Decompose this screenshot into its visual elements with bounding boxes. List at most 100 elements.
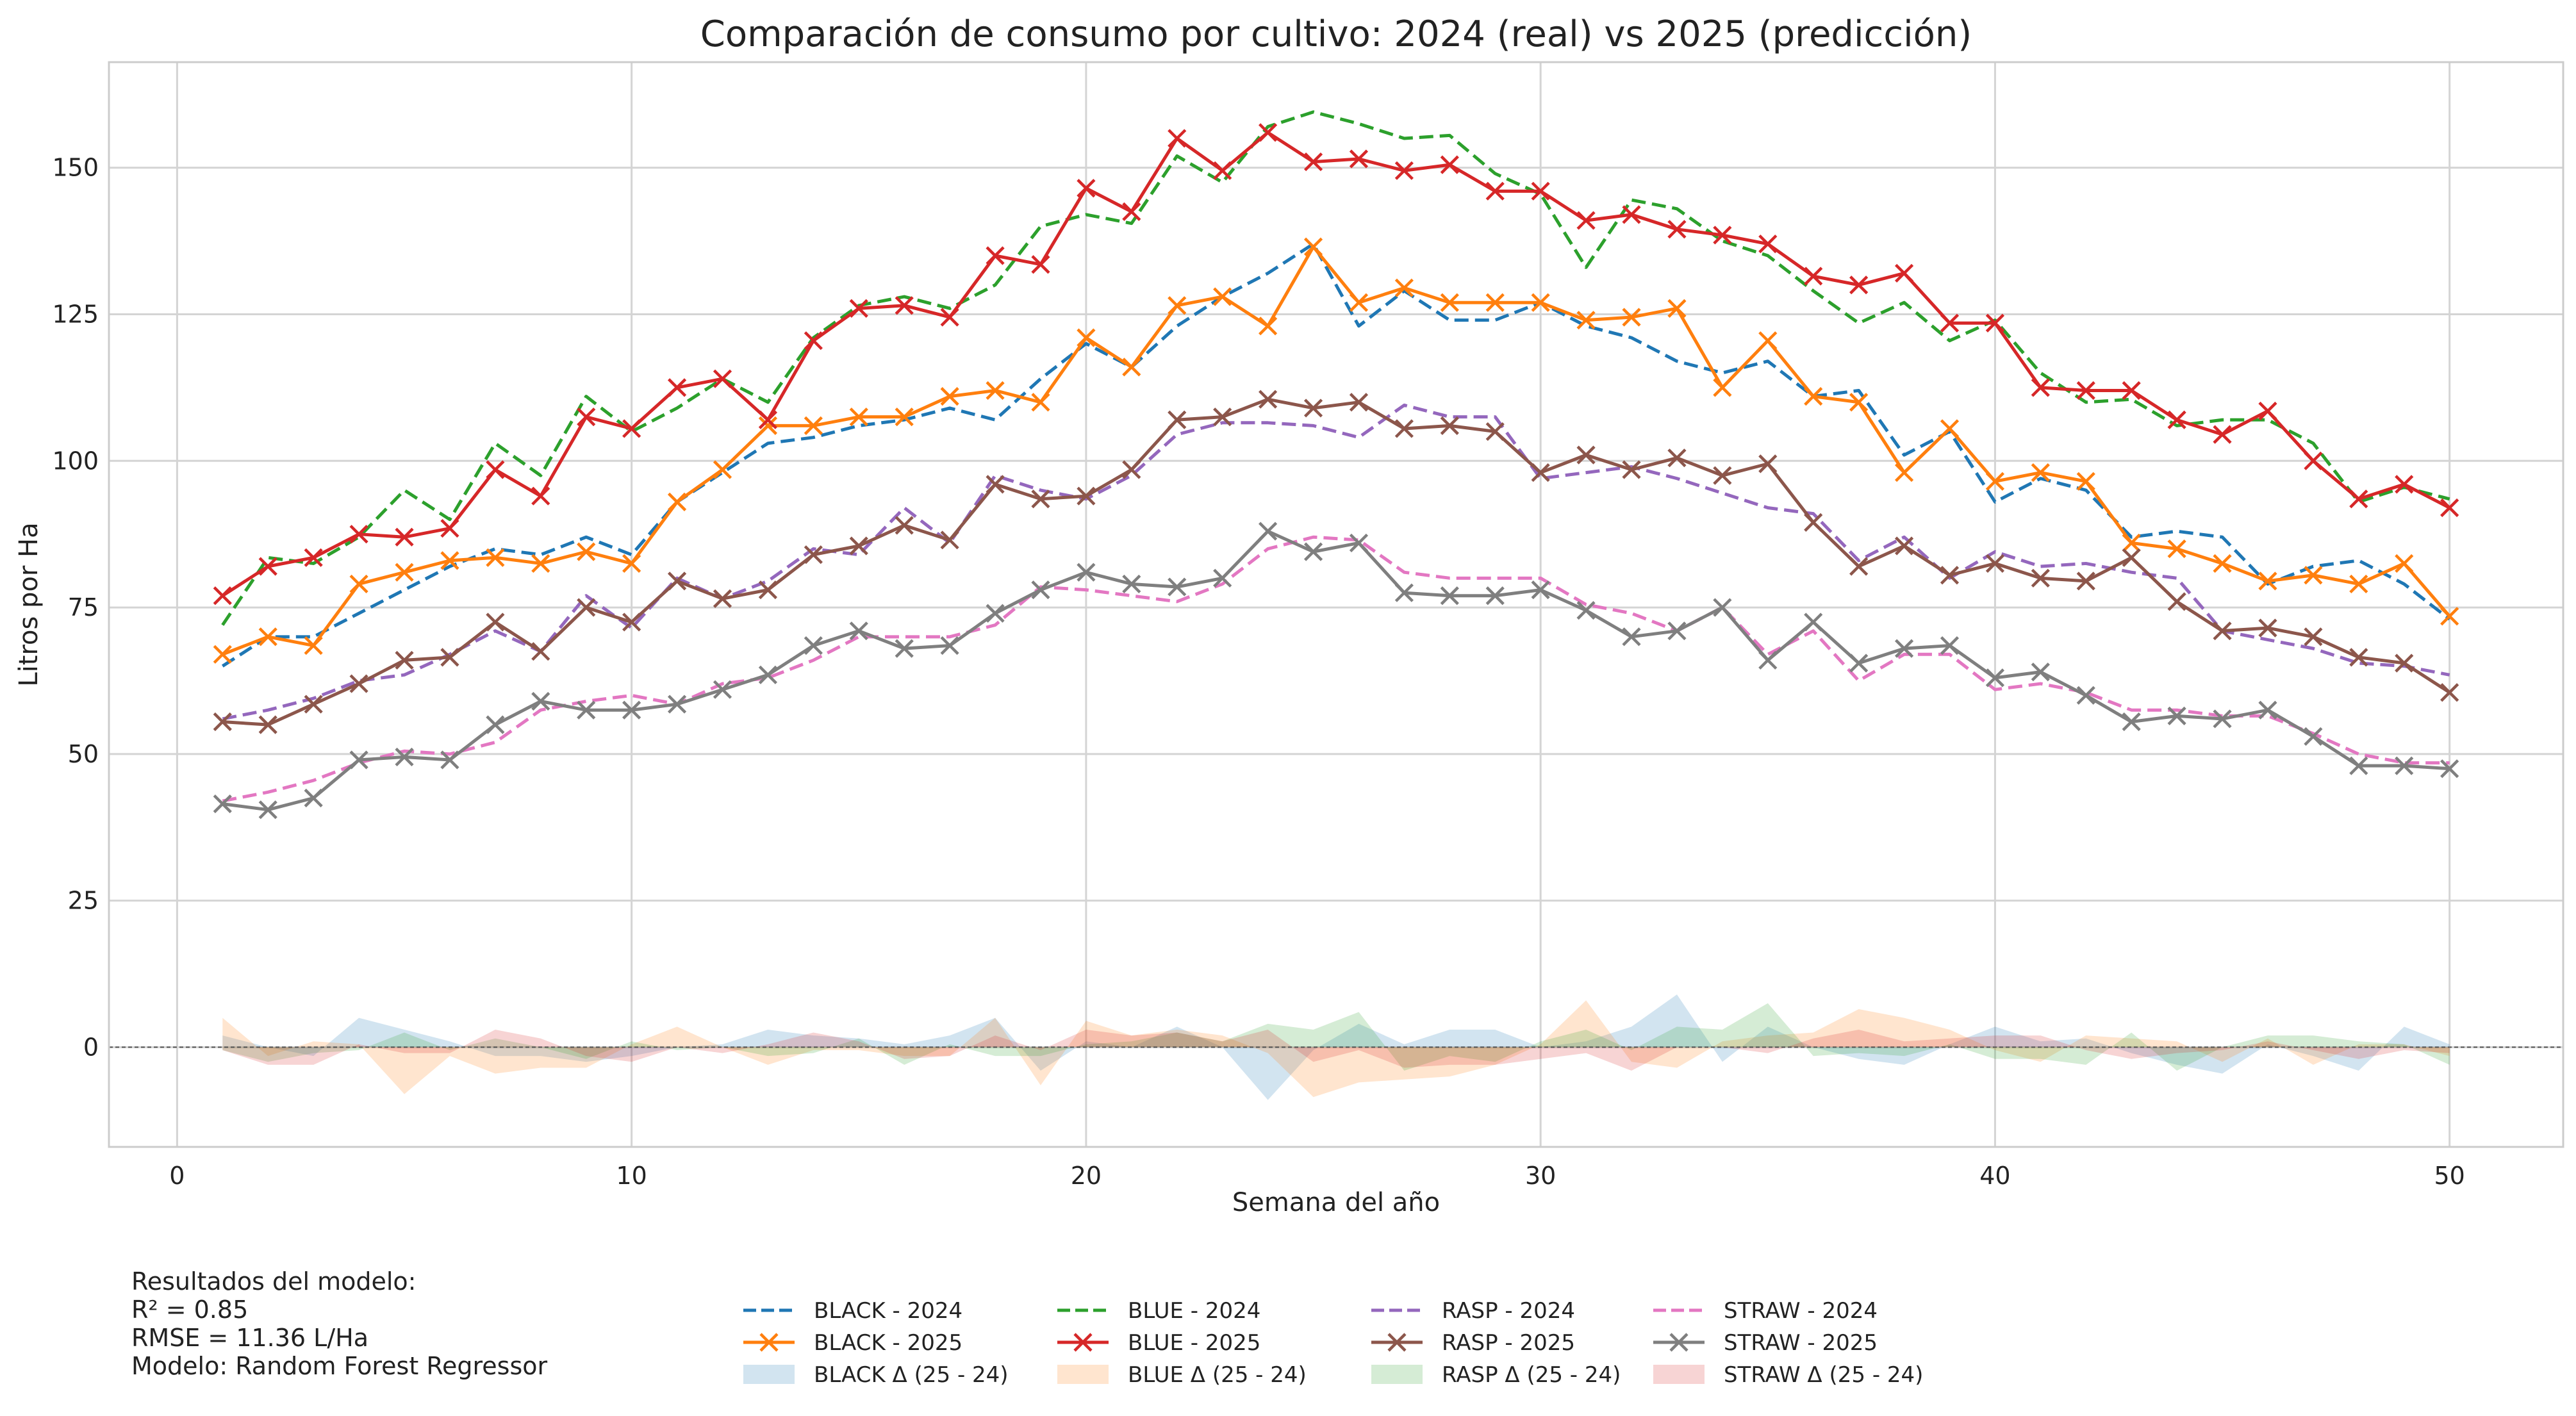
data-point-marker: [1394, 278, 1414, 297]
data-point-marker: [1667, 299, 1687, 318]
chart-title: Comparación de consumo por cultivo: 2024…: [700, 13, 1972, 55]
data-point-marker: [2304, 451, 2323, 470]
data-point-marker: [577, 542, 596, 561]
data-point-marker: [1894, 639, 1914, 658]
data-point-marker: [1485, 422, 1505, 441]
data-point-marker: [2349, 756, 2368, 775]
data-point-marker: [577, 408, 596, 427]
legend-label: BLUE - 2025: [1128, 1330, 1260, 1356]
data-point-marker: [1168, 296, 1187, 315]
model-results-model: Modelo: Random Forest Regressor: [131, 1352, 548, 1380]
data-point-marker: [1576, 211, 1596, 230]
data-point-marker: [2440, 607, 2459, 626]
legend-label: BLUE - 2024: [1128, 1298, 1260, 1324]
data-point-marker: [1485, 293, 1505, 312]
data-point-marker: [713, 369, 732, 388]
data-point-marker: [2167, 410, 2186, 429]
data-point-marker: [304, 548, 323, 567]
data-point-marker: [486, 715, 505, 734]
data-point-marker: [940, 531, 959, 550]
series-line-black-2025: [222, 245, 2451, 656]
legend-swatch: [743, 1365, 795, 1384]
data-point-marker: [2258, 618, 2277, 638]
data-point-marker: [1804, 267, 1823, 286]
legend-label: STRAW - 2025: [1724, 1330, 1878, 1356]
data-point-marker: [849, 622, 868, 641]
data-point-marker: [2258, 572, 2277, 591]
y-tick-label: 50: [68, 740, 99, 768]
data-point-marker: [1622, 460, 1641, 479]
x-tick-label: 20: [1071, 1162, 1102, 1190]
data-point-marker: [1077, 179, 1096, 198]
data-point-marker: [622, 700, 641, 720]
data-point-marker: [1713, 598, 1732, 617]
legend: BLACK - 2024 BLACK - 2025 BLACK Δ (25 - 24…: [743, 1298, 1923, 1388]
legend-label: RASP - 2025: [1442, 1330, 1575, 1356]
data-point-marker: [1259, 522, 1278, 541]
data-point-marker: [1122, 574, 1141, 594]
data-point-marker: [1940, 636, 1960, 655]
data-point-marker: [1667, 622, 1687, 641]
data-point-marker: [1168, 129, 1187, 148]
data-point-marker: [2395, 756, 2414, 775]
legend-label: BLUE Δ (25 - 24): [1128, 1362, 1307, 1388]
data-point-marker: [1440, 586, 1459, 605]
legend-item-straw-2024: STRAW - 2024: [1653, 1298, 1878, 1324]
data-point-marker: [349, 750, 368, 770]
data-point-marker: [2258, 700, 2277, 720]
data-point-marker: [2213, 622, 2232, 641]
series-line-blue-2025: [221, 131, 2450, 597]
data-point-marker: [1213, 568, 1232, 588]
data-point-marker: [1667, 220, 1687, 239]
y-tick-labels: 0 25 50 75 100 125 150: [52, 154, 99, 1062]
data-point-marker: [531, 642, 550, 661]
data-point-marker: [1259, 123, 1278, 142]
legend-marker: [1669, 1333, 1688, 1352]
data-point-marker: [758, 410, 778, 429]
series-markers-black-2025: [213, 237, 2459, 664]
data-point-marker: [1622, 627, 1641, 646]
data-point-marker: [1894, 536, 1914, 556]
data-point-marker: [1758, 331, 1778, 350]
model-results-heading: Resultados del modelo:: [131, 1267, 416, 1296]
data-point-marker: [349, 674, 368, 693]
data-point-marker: [1804, 387, 1823, 406]
legend-swatch: [1653, 1365, 1705, 1384]
data-point-marker: [2031, 463, 2050, 482]
data-point-marker: [849, 408, 868, 427]
data-point-marker: [2213, 554, 2232, 573]
data-point-marker: [1804, 613, 1823, 632]
y-tick-label: 100: [52, 447, 99, 475]
data-point-marker: [1576, 601, 1596, 620]
x-axis-label: Semana del año: [1232, 1188, 1440, 1217]
legend-swatch: [1057, 1365, 1109, 1384]
data-point-marker: [2076, 572, 2095, 591]
data-point-marker: [667, 695, 687, 714]
legend-item-straw-2025: STRAW - 2025: [1653, 1330, 1878, 1356]
model-results-r2: R² = 0.85: [131, 1296, 248, 1324]
data-point-marker: [895, 516, 914, 535]
grid: [109, 62, 2563, 1147]
data-point-marker: [258, 715, 277, 734]
data-point-marker: [577, 598, 596, 617]
data-point-marker: [1394, 161, 1414, 180]
data-point-marker: [1985, 668, 2005, 687]
data-point-marker: [213, 712, 232, 732]
data-point-marker: [2440, 759, 2459, 778]
data-point-marker: [1485, 586, 1505, 605]
legend-item-rasp-2024: RASP - 2024: [1371, 1298, 1575, 1324]
data-point-marker: [1303, 152, 1323, 172]
data-point-marker: [2349, 574, 2368, 594]
data-point-marker: [1985, 472, 2005, 491]
legend-label: STRAW - 2024: [1724, 1298, 1878, 1324]
data-point-marker: [2076, 472, 2095, 491]
data-point-marker: [2304, 727, 2323, 746]
x-tick-label: 50: [2434, 1162, 2465, 1190]
data-point-marker: [2031, 568, 2050, 588]
series-line-rasp-2024: [222, 403, 2450, 721]
data-point-marker: [1077, 328, 1096, 347]
data-point-marker: [1031, 255, 1050, 274]
data-point-marker: [395, 527, 414, 547]
legend-marker: [1387, 1333, 1407, 1352]
data-point-marker: [304, 636, 323, 655]
